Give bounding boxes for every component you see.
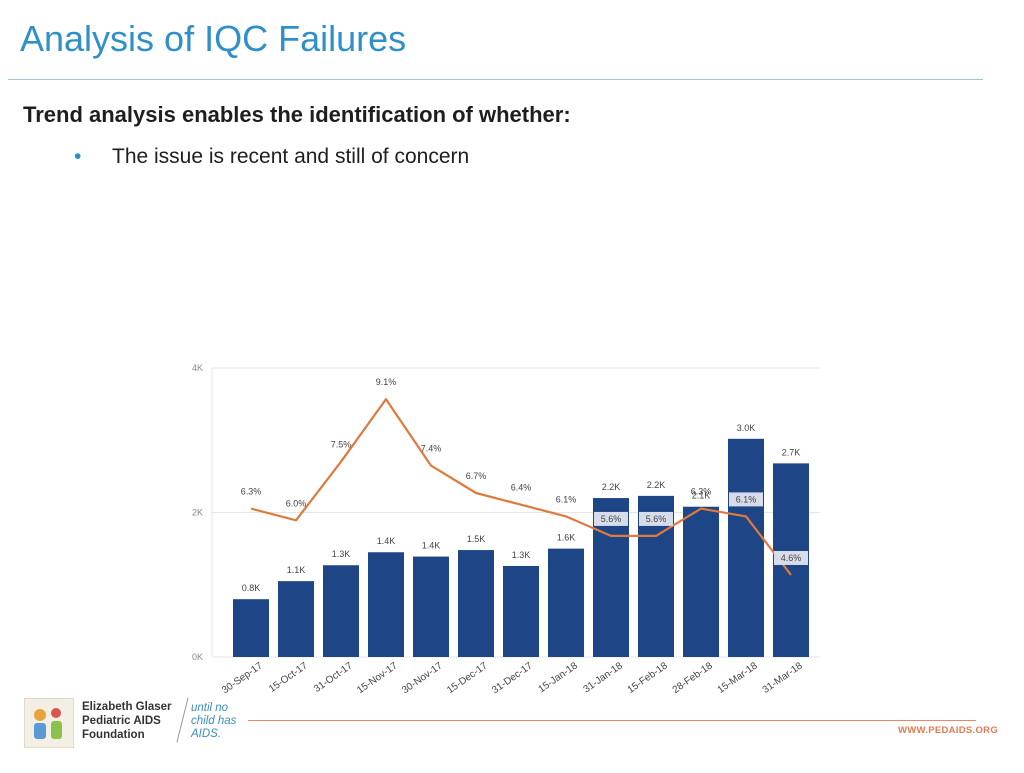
y-tick-label: 4K bbox=[192, 363, 203, 373]
bar-value-label: 2.2K bbox=[602, 482, 621, 492]
bullet-dot-icon: • bbox=[74, 145, 82, 168]
bar bbox=[683, 506, 719, 657]
bar-value-label: 1.4K bbox=[422, 541, 441, 551]
x-tick-label: 15-Feb-18 bbox=[626, 660, 670, 696]
line-value-label: 6.1% bbox=[556, 494, 577, 504]
trend-heading: Trend analysis enables the identificatio… bbox=[23, 102, 571, 127]
bar-value-label: 0.8K bbox=[242, 583, 261, 593]
tagline-line: AIDS. bbox=[191, 728, 222, 740]
bar bbox=[368, 552, 404, 657]
x-tick-label: 15-Nov-17 bbox=[355, 660, 400, 696]
line-value-label: 6.0% bbox=[286, 498, 307, 508]
bar-value-label: 2.2K bbox=[647, 480, 666, 490]
bar-value-label: 2.7K bbox=[782, 447, 801, 457]
org-line: Pediatric AIDS bbox=[82, 715, 161, 727]
bar-value-label: 3.0K bbox=[737, 423, 756, 433]
title-divider bbox=[8, 79, 983, 80]
tagline-line: until no bbox=[191, 702, 229, 714]
line-label-box bbox=[594, 511, 628, 526]
egpaf-logo-icon bbox=[24, 698, 74, 748]
footer-divider bbox=[248, 720, 976, 721]
bar-value-label: 2.1K bbox=[692, 491, 711, 501]
bar-value-label: 1.5K bbox=[467, 534, 486, 544]
bar bbox=[503, 565, 539, 657]
bullet-item: • The issue is recent and still of concer… bbox=[74, 145, 469, 169]
line-value-label: 5.6% bbox=[601, 514, 622, 524]
slide-title: Analysis of IQC Failures bbox=[20, 18, 407, 59]
x-tick-label: 15-Dec-17 bbox=[445, 660, 490, 696]
bar bbox=[413, 556, 449, 657]
bar bbox=[458, 550, 494, 657]
y-tick-label: 0K bbox=[192, 652, 203, 662]
bar-value-label: 1.3K bbox=[332, 549, 351, 559]
x-tick-label: 30-Nov-17 bbox=[400, 660, 445, 696]
line-value-label: 6.1% bbox=[736, 494, 757, 504]
org-line: Foundation bbox=[82, 729, 145, 741]
x-tick-label: 31-Jan-18 bbox=[582, 660, 626, 695]
line-value-label: 6.3% bbox=[241, 487, 262, 497]
x-tick-label: 30-Sep-17 bbox=[220, 660, 265, 696]
org-line: Elizabeth Glaser bbox=[82, 701, 172, 713]
line-label-box bbox=[729, 492, 763, 507]
bar bbox=[548, 548, 584, 657]
line-value-label: 6.4% bbox=[511, 483, 532, 493]
bar-value-label: 1.1K bbox=[287, 565, 306, 575]
organization-name: Elizabeth Glaser Pediatric AIDS Foundati… bbox=[82, 700, 171, 742]
line-value-label: 4.6% bbox=[781, 553, 802, 563]
line-series bbox=[250, 398, 792, 576]
bar bbox=[233, 599, 269, 657]
line-value-label: 6.3% bbox=[691, 487, 712, 497]
bar bbox=[278, 581, 314, 657]
x-tick-label: 15-Oct-17 bbox=[267, 660, 310, 695]
x-tick-label: 28-Feb-18 bbox=[671, 660, 715, 696]
line-value-label: 9.1% bbox=[376, 377, 397, 387]
x-tick-label: 31-Mar-18 bbox=[761, 660, 805, 696]
bar-value-label: 1.4K bbox=[377, 536, 396, 546]
website-link[interactable]: WWW.PEDAIDS.ORG bbox=[898, 725, 999, 736]
bullet-text: The issue is recent and still of concern bbox=[112, 145, 470, 168]
line-label-box bbox=[639, 511, 673, 526]
line-value-label: 7.5% bbox=[331, 440, 352, 450]
bar-value-label: 1.6K bbox=[557, 533, 576, 543]
line-value-label: 5.6% bbox=[646, 514, 667, 524]
x-tick-label: 15-Jan-18 bbox=[537, 660, 581, 695]
x-tick-label: 31-Dec-17 bbox=[490, 660, 535, 696]
y-tick-label: 2K bbox=[192, 508, 203, 518]
line-label-box bbox=[774, 550, 808, 565]
x-tick-label: 15-Mar-18 bbox=[716, 660, 760, 696]
tagline: until no child has AIDS. bbox=[191, 702, 236, 741]
bar bbox=[728, 438, 764, 657]
line-value-label: 6.7% bbox=[466, 471, 487, 481]
bar bbox=[323, 565, 359, 657]
tagline-line: child has bbox=[191, 715, 237, 727]
line-value-label: 7.4% bbox=[421, 444, 442, 454]
bar-value-label: 1.3K bbox=[512, 550, 531, 560]
x-tick-label: 31-Oct-17 bbox=[312, 660, 355, 695]
